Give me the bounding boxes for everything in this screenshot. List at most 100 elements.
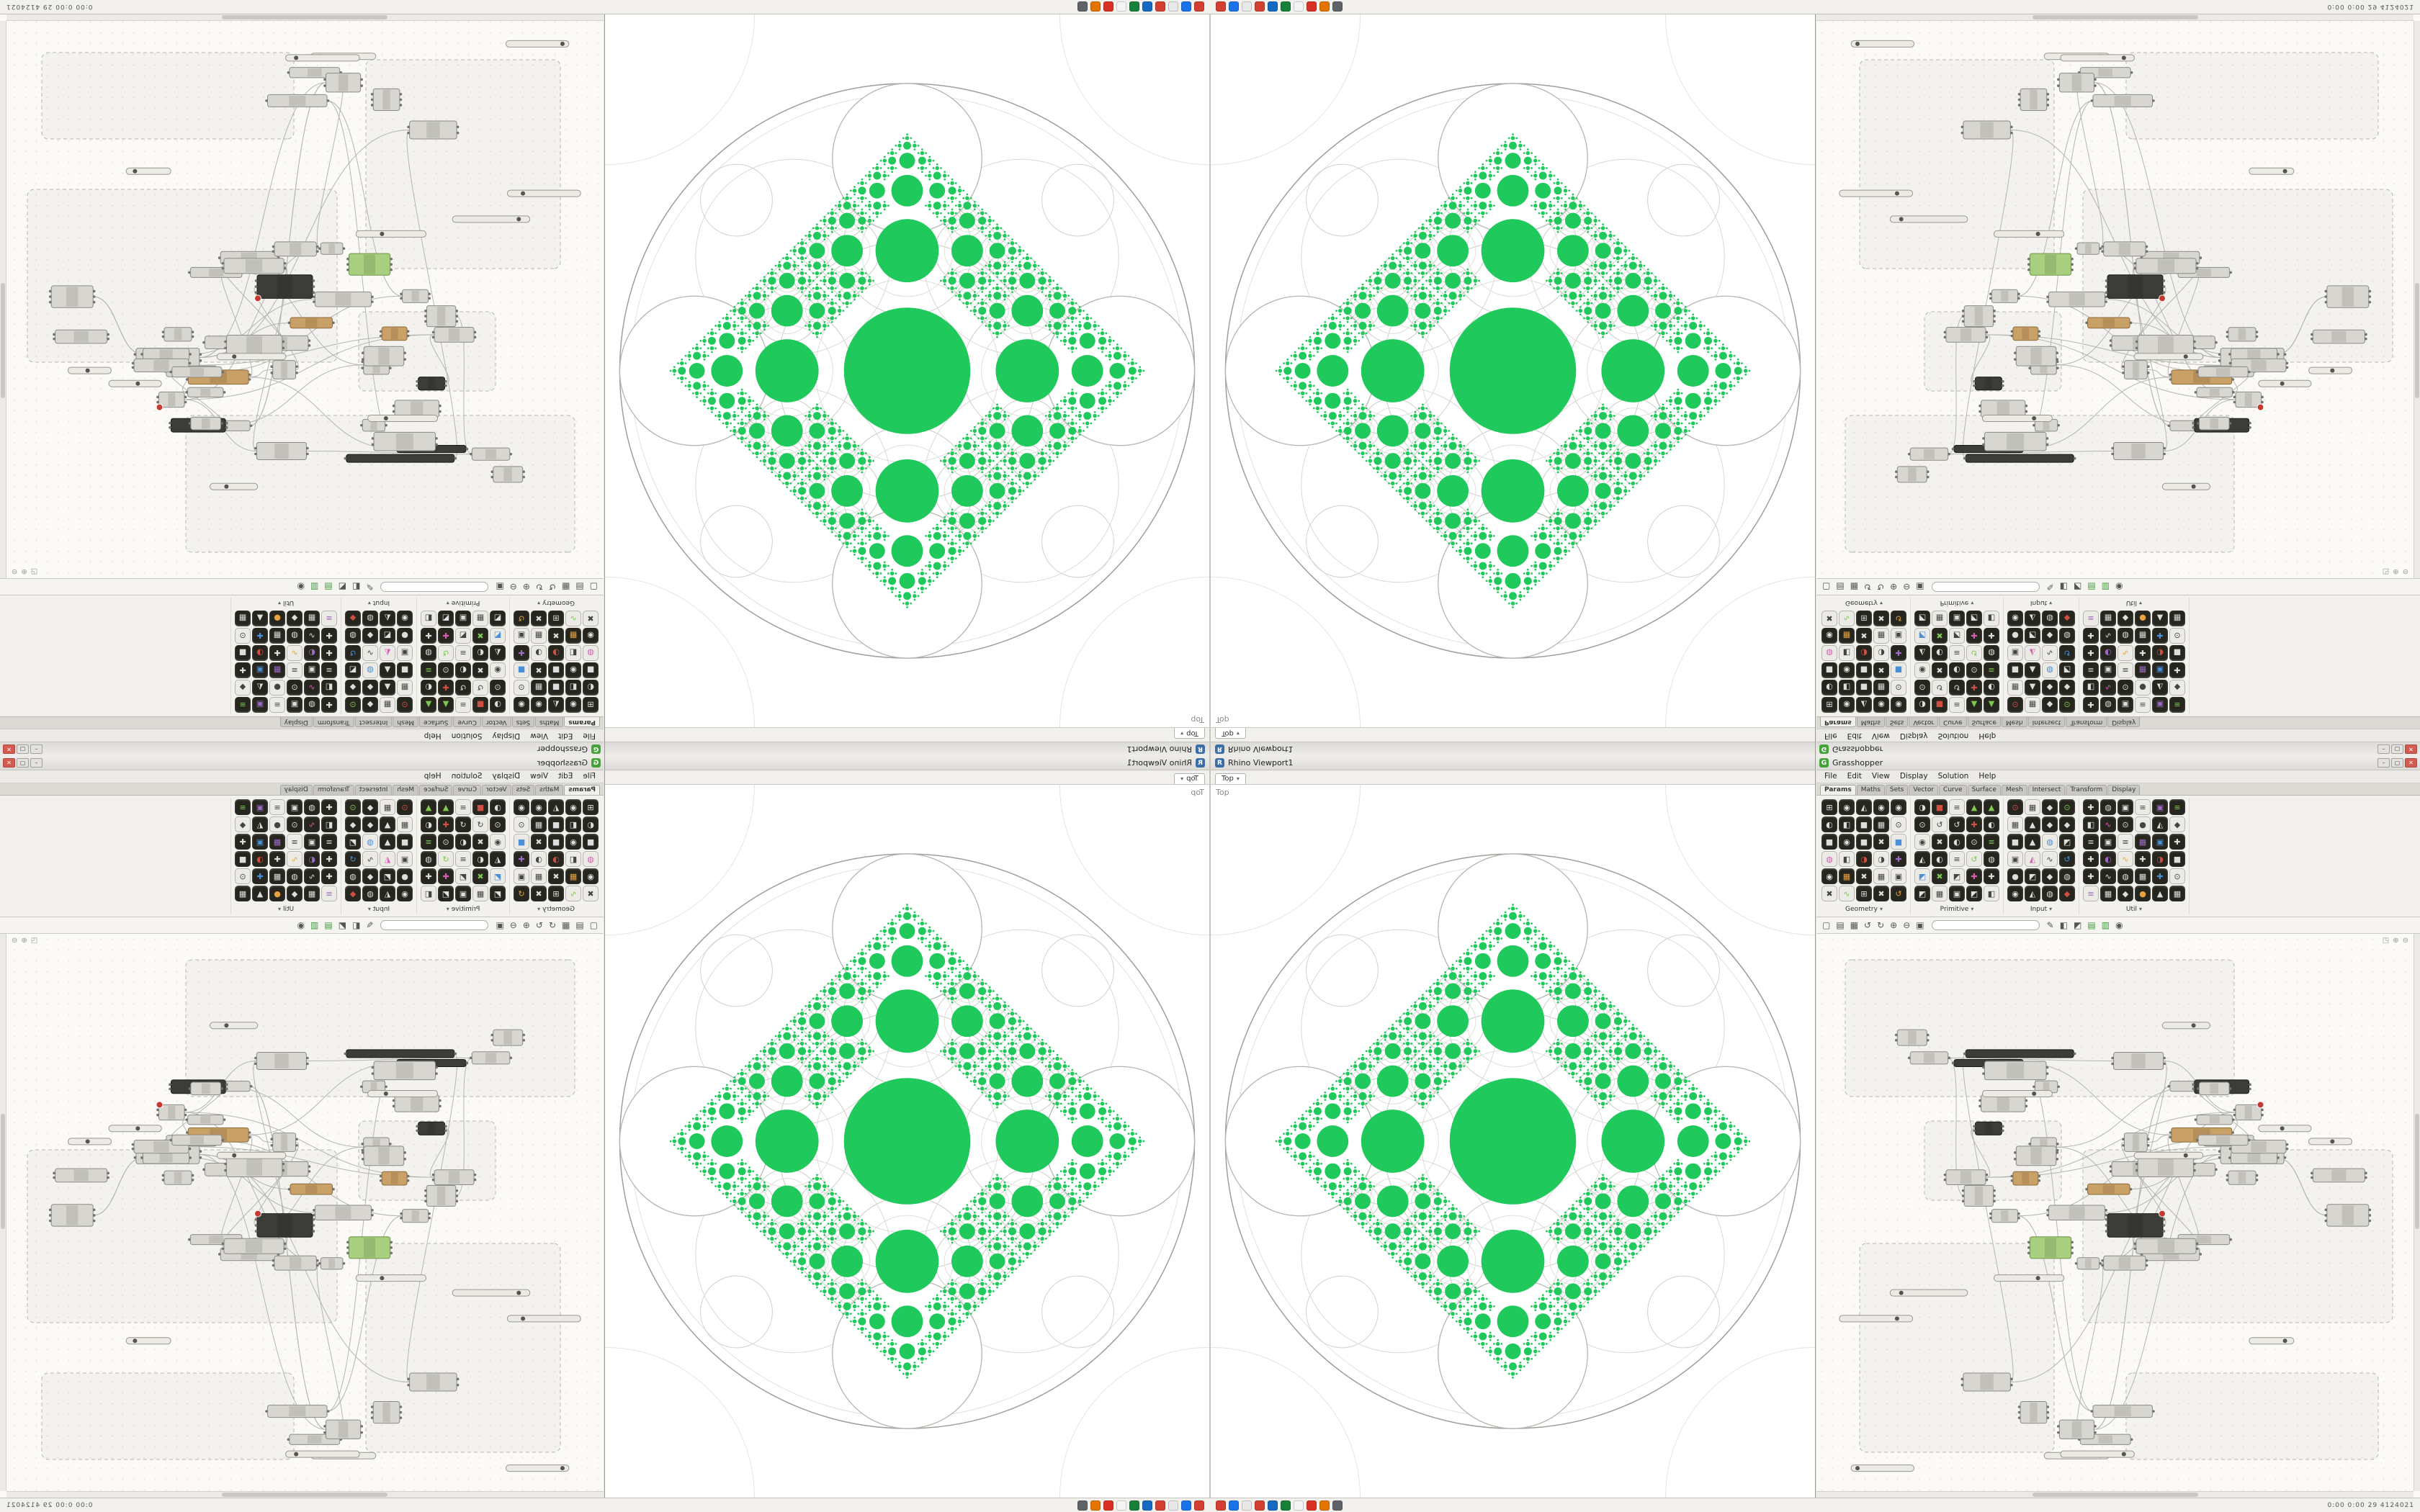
component-icon[interactable]: ● (269, 816, 285, 832)
component-icon[interactable]: ✖ (583, 611, 599, 626)
component-icon[interactable]: ◍ (421, 645, 436, 661)
menu-item-file[interactable]: File (583, 772, 596, 780)
component-icon[interactable]: ▲ (380, 662, 395, 678)
component-icon[interactable]: ▣ (455, 886, 471, 901)
component-icon[interactable]: ✚ (2152, 628, 2168, 644)
component-icon[interactable]: ◑ (1856, 645, 1872, 661)
component-icon[interactable]: ✖ (1821, 611, 1837, 626)
taskbar-app-icon[interactable] (1281, 1500, 1291, 1511)
component-icon[interactable]: ⊙ (2169, 868, 2185, 884)
redo-icon[interactable]: ↻ (535, 582, 543, 592)
taskbar-app-icon[interactable] (1116, 1, 1126, 12)
component-icon[interactable]: ◩ (490, 886, 506, 901)
component-icon[interactable]: ◭ (1914, 851, 1930, 867)
component-icon[interactable]: ◐ (421, 680, 436, 696)
component-icon[interactable]: ◩ (1966, 611, 1982, 626)
component-icon[interactable]: ◐ (1949, 662, 1965, 678)
component-icon[interactable]: ● (269, 611, 285, 626)
taskbar-app-icon[interactable] (1255, 1, 1265, 12)
component-icon[interactable]: ⊞ (548, 611, 564, 626)
horizontal-scrollbar-thumb[interactable] (222, 1493, 387, 1497)
component-icon[interactable]: ✚ (1984, 628, 1999, 644)
component-icon[interactable]: ◉ (583, 628, 599, 644)
component-icon[interactable]: ■ (548, 680, 564, 696)
component-icon[interactable]: ■ (1856, 662, 1872, 678)
save-document-icon[interactable]: ▦ (561, 920, 570, 930)
component-icon[interactable]: ▦ (2100, 611, 2116, 626)
horizontal-scrollbar[interactable] (6, 1491, 604, 1498)
component-icon[interactable]: ≡ (2169, 697, 2185, 713)
export-quick-icon[interactable]: ▥ (310, 582, 319, 592)
taskbar-app-icon[interactable] (1077, 1, 1088, 12)
component-icon[interactable]: ∿ (304, 680, 320, 696)
component-icon[interactable]: ▦ (235, 886, 251, 901)
canvas-widget-icon[interactable]: ◳ (30, 567, 38, 575)
component-icon[interactable]: ✖ (531, 886, 547, 901)
component-icon[interactable]: ↺ (438, 645, 454, 661)
component-icon[interactable]: ∿ (304, 868, 320, 884)
component-icon[interactable]: ◉ (531, 697, 547, 713)
component-icon[interactable]: ◐ (2100, 645, 2116, 661)
component-icon[interactable]: ◑ (531, 645, 547, 661)
component-icon[interactable]: ◧ (321, 680, 337, 696)
zoom-extents-icon[interactable]: ▣ (496, 582, 504, 592)
component-icon[interactable]: ◑ (252, 645, 268, 661)
component-icon[interactable]: ◩ (1914, 628, 1930, 644)
open-document-icon[interactable]: ▤ (1836, 582, 1845, 592)
component-icon[interactable]: ◆ (235, 816, 251, 832)
camera-icon[interactable]: ◉ (2115, 920, 2123, 930)
component-icon[interactable]: ✚ (438, 868, 454, 884)
component-icon[interactable]: ✖ (1873, 662, 1889, 678)
preview-wireframe-icon[interactable]: ◧ (351, 920, 361, 930)
tab-maths[interactable]: Maths (1856, 717, 1885, 727)
component-icon[interactable]: ⊙ (438, 662, 454, 678)
component-icon[interactable]: ◩ (1949, 628, 1965, 644)
tab-params[interactable]: Params (1820, 717, 1856, 727)
export-document-icon[interactable]: ▤ (2087, 582, 2096, 592)
component-icon[interactable]: ▣ (2152, 697, 2168, 713)
component-icon[interactable]: ✚ (438, 680, 454, 696)
component-icon[interactable]: ⊙ (2059, 799, 2075, 815)
undo-icon[interactable]: ↺ (548, 582, 556, 592)
taskbar-app-icon[interactable] (1332, 1500, 1343, 1511)
component-icon[interactable]: ◭ (2025, 645, 2040, 661)
component-icon[interactable]: ■ (1821, 662, 1837, 678)
tab-vector[interactable]: Vector (1909, 717, 1939, 727)
component-icon[interactable]: ✚ (235, 834, 251, 850)
component-icon[interactable]: ◍ (1984, 851, 1999, 867)
component-icon[interactable]: ◍ (421, 851, 436, 867)
component-icon[interactable]: ◧ (1984, 886, 1999, 901)
component-icon[interactable]: ◆ (362, 868, 378, 884)
ribbon-group-label[interactable]: Geometry▾ (514, 599, 599, 608)
taskbar-app-icon[interactable] (1077, 1500, 1088, 1511)
component-icon[interactable]: ⊙ (1914, 816, 1930, 832)
component-icon[interactable]: ▦ (397, 680, 413, 696)
component-icon[interactable]: ◆ (2042, 816, 2058, 832)
camera-icon[interactable]: ◉ (297, 920, 305, 930)
taskbar-app-icon[interactable] (1129, 1500, 1139, 1511)
component-icon[interactable]: ≡ (2083, 611, 2099, 626)
component-icon[interactable]: ◉ (1821, 868, 1837, 884)
component-icon[interactable]: ▣ (252, 799, 268, 815)
component-icon[interactable]: ⊙ (490, 680, 506, 696)
canvas-widget-icon[interactable]: ⊕ (2393, 937, 2399, 945)
component-icon[interactable]: ✚ (514, 645, 529, 661)
component-icon[interactable]: ◐ (304, 851, 320, 867)
menu-item-solution[interactable]: Solution (1937, 772, 1969, 780)
component-icon[interactable]: ◉ (2007, 886, 2023, 901)
component-icon[interactable]: ✖ (472, 834, 488, 850)
component-icon[interactable]: ≡ (1984, 834, 1999, 850)
component-icon[interactable]: ■ (548, 662, 564, 678)
component-icon[interactable]: ◆ (345, 816, 361, 832)
component-icon[interactable]: ↺ (345, 645, 361, 661)
component-icon[interactable]: ◧ (565, 851, 581, 867)
component-icon[interactable]: ≡ (1949, 697, 1965, 713)
component-icon[interactable]: ◐ (1821, 816, 1837, 832)
component-icon[interactable]: ✖ (472, 868, 488, 884)
component-icon[interactable]: ⊞ (1856, 886, 1872, 901)
component-icon[interactable]: ◍ (2042, 662, 2058, 678)
component-icon[interactable]: ≡ (2118, 662, 2133, 678)
zoom-in-icon[interactable]: ⊕ (1890, 920, 1898, 930)
ribbon-group-label[interactable]: Util▾ (235, 599, 337, 608)
component-icon[interactable]: ■ (472, 799, 488, 815)
